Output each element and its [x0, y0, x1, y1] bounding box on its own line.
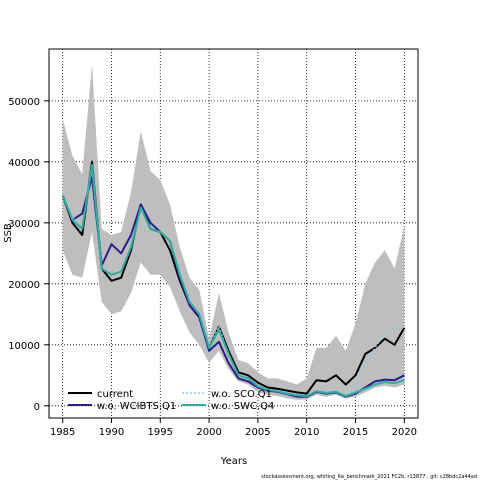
series-line-4 — [61, 163, 405, 397]
y-tick-label: 20000 — [8, 280, 40, 291]
y-tick-label: 50000 — [8, 97, 40, 108]
legend-label-2: w.o. WCIBTS.Q1 — [97, 401, 176, 412]
x-tick-label: 2005 — [245, 427, 270, 438]
y-tick-label: 30000 — [8, 219, 40, 230]
x-tick-label: 2010 — [294, 427, 319, 438]
y-tick-label: 40000 — [8, 158, 40, 169]
confidence-band — [62, 64, 405, 400]
legend-label-4: w.o. SWC.Q4 — [211, 401, 274, 412]
x-tick-label: 1985 — [50, 427, 75, 438]
plot-frame — [48, 48, 419, 419]
y-axis-ticks: 0 10000 20000 30000 40000 50000 — [8, 97, 49, 413]
x-tick-label: 2020 — [392, 427, 417, 438]
x-tick-label: 2015 — [343, 427, 368, 438]
legend-label-1: current — [97, 389, 133, 400]
y-axis-label: SSB — [3, 223, 14, 243]
x-tick-label: 2000 — [196, 427, 221, 438]
y-tick-label: 0 — [34, 402, 40, 413]
x-tick-label: 1990 — [99, 427, 124, 438]
series-lines-group — [61, 160, 406, 398]
series-line-1 — [61, 160, 406, 395]
x-axis-ticks: 1985 1990 1995 2000 2005 2010 2015 2020 — [50, 418, 417, 438]
y-tick-label: 10000 — [8, 341, 40, 352]
x-axis-label: Years — [220, 456, 247, 467]
footer-text: stockassessment.org, whiting_6a_benchmar… — [261, 474, 477, 480]
legend-label-3: w.o. SCO.Q1 — [211, 389, 272, 400]
confidence-band-group — [62, 64, 405, 400]
x-tick-label: 1995 — [148, 427, 173, 438]
